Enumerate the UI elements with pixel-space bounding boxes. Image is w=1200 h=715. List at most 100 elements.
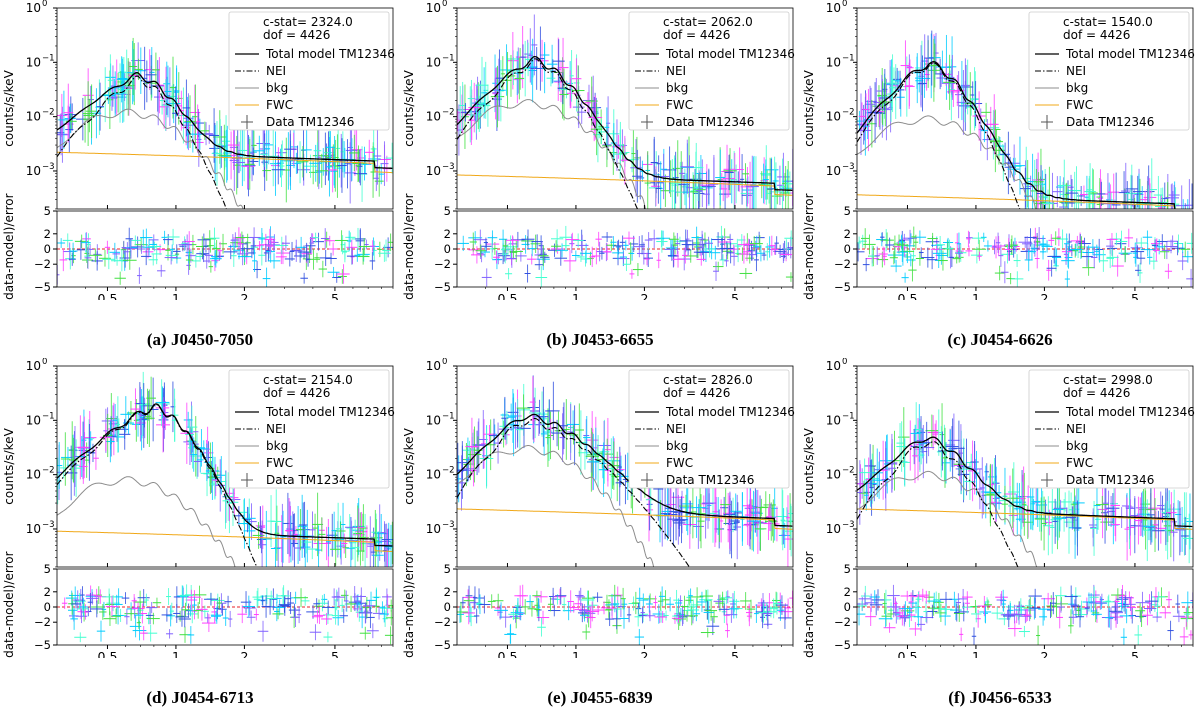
nei-line bbox=[857, 62, 1021, 209]
legend-data-label: Data TM12346 bbox=[266, 473, 354, 487]
x-tick-label: 5 bbox=[331, 649, 339, 658]
legend-total-model-label: Total model TM12346 bbox=[265, 405, 395, 419]
y-tick-exponent: −3 bbox=[442, 520, 455, 530]
legend-data-label: Data TM12346 bbox=[266, 115, 354, 129]
y-tick-exponent: −2 bbox=[42, 108, 55, 118]
legend-bkg-label: bkg bbox=[266, 439, 288, 453]
y-tick-exponent: −3 bbox=[42, 520, 55, 530]
y-tick-label: 10 bbox=[26, 522, 41, 536]
y-tick-exponent: −1 bbox=[442, 411, 455, 421]
residual-y-tick-label: −2 bbox=[434, 257, 451, 271]
model-lines bbox=[457, 55, 793, 209]
residual-y-tick-label: −2 bbox=[434, 615, 451, 629]
data-points bbox=[457, 14, 793, 209]
total-model-line bbox=[57, 72, 393, 169]
y-tick-label: 10 bbox=[26, 164, 41, 178]
residual-y-tick-label: 5 bbox=[44, 204, 51, 218]
x-tick-label: 1 bbox=[172, 291, 180, 300]
dof-label: dof = 4426 bbox=[263, 28, 330, 42]
y-tick-exponent: −3 bbox=[42, 162, 55, 172]
bkg-line bbox=[457, 99, 647, 209]
dof-label: dof = 4426 bbox=[663, 28, 730, 42]
y-axis-label: counts/s/keV bbox=[2, 69, 16, 146]
legend-fwc-label: FWC bbox=[1066, 98, 1093, 112]
y-tick-exponent: −2 bbox=[42, 466, 55, 476]
x-tick-label: 2 bbox=[240, 291, 248, 300]
y-tick-label: 10 bbox=[426, 55, 441, 69]
nei-line bbox=[57, 403, 258, 567]
caption-e: (e) J0455-6839 bbox=[547, 688, 653, 707]
y-axis-label: counts/s/keV bbox=[402, 427, 416, 504]
y-tick-label: 10 bbox=[26, 110, 41, 124]
x-tick-label: 2 bbox=[240, 649, 248, 658]
y-tick-exponent: −1 bbox=[42, 411, 55, 421]
legend-nei-label: NEI bbox=[266, 64, 286, 78]
residual-y-tick-label: −5 bbox=[434, 280, 451, 294]
bkg-line bbox=[857, 115, 1037, 209]
spectrum-frame bbox=[456, 7, 794, 210]
y-axis-label: counts/s/keV bbox=[802, 69, 816, 146]
residual-y-tick-label: 5 bbox=[444, 204, 451, 218]
total-model-line bbox=[57, 403, 393, 547]
fwc-line bbox=[457, 508, 793, 530]
x-tick-label: 2 bbox=[640, 649, 648, 658]
residual-y-tick-label: −5 bbox=[434, 638, 451, 652]
x-tick-label: 1 bbox=[572, 649, 580, 658]
legend-nei-label: NEI bbox=[266, 422, 286, 436]
x-tick-label: 0.5 bbox=[98, 649, 118, 658]
x-tick-label: 5 bbox=[731, 649, 739, 658]
legend-data-label: Data TM12346 bbox=[666, 115, 754, 129]
legend-box bbox=[228, 11, 390, 131]
residual-points bbox=[457, 225, 793, 287]
model-lines bbox=[57, 72, 393, 209]
model-lines bbox=[857, 61, 1176, 209]
model-lines bbox=[57, 403, 393, 567]
legend-bkg-label: bkg bbox=[266, 81, 288, 95]
x-tick-label: 1 bbox=[972, 291, 980, 300]
cstat-label: c-stat= 2324.0 bbox=[263, 15, 353, 29]
nei-line bbox=[57, 75, 227, 209]
legend-total-model-label: Total model TM12346 bbox=[665, 405, 795, 419]
y-tick-exponent: −3 bbox=[442, 162, 455, 172]
y-tick-label: 10 bbox=[826, 110, 841, 124]
legend-nei-label: NEI bbox=[666, 422, 686, 436]
bkg-line bbox=[57, 108, 244, 209]
residual-y-tick-label: 5 bbox=[444, 562, 451, 576]
residual-y-tick-label: −5 bbox=[34, 280, 51, 294]
legend-data-label: Data TM12346 bbox=[666, 473, 754, 487]
y-tick-label: 10 bbox=[426, 164, 441, 178]
legend-nei-label: NEI bbox=[666, 64, 686, 78]
residual-y-tick-label: −5 bbox=[34, 638, 51, 652]
x-tick-label: 5 bbox=[1131, 291, 1139, 300]
total-model-line bbox=[457, 55, 793, 191]
fwc-line bbox=[857, 194, 1175, 209]
spectrum-frame bbox=[56, 365, 394, 568]
legend-bkg-label: bkg bbox=[666, 81, 688, 95]
y-tick-exponent: 0 bbox=[442, 358, 447, 367]
nei-line bbox=[457, 58, 639, 209]
residual-y-tick-label: 0 bbox=[444, 600, 451, 614]
total-model-line bbox=[857, 61, 1176, 209]
legend-nei-label: NEI bbox=[1066, 64, 1086, 78]
y-axis-label: counts/s/keV bbox=[2, 427, 16, 504]
residual-y-axis-label: (data-model)/error bbox=[402, 193, 416, 300]
caption-d: (d) J0454-6713 bbox=[146, 688, 254, 707]
legend-total-model-label: Total model TM12346 bbox=[265, 47, 395, 61]
y-tick-label: 10 bbox=[826, 164, 841, 178]
residual-points bbox=[457, 584, 793, 645]
x-tick-label: 2 bbox=[640, 291, 648, 300]
residual-y-tick-label: 2 bbox=[44, 585, 51, 599]
y-tick-label: 10 bbox=[426, 1, 441, 15]
cstat-label: c-stat= 2826.0 bbox=[663, 373, 753, 387]
y-tick-exponent: −2 bbox=[442, 108, 455, 118]
cstat-label: c-stat= 1540.0 bbox=[1063, 15, 1153, 29]
spectrum-frame bbox=[856, 7, 1194, 210]
dof-label: dof = 4426 bbox=[663, 386, 730, 400]
residual-y-tick-label: 2 bbox=[44, 227, 51, 241]
